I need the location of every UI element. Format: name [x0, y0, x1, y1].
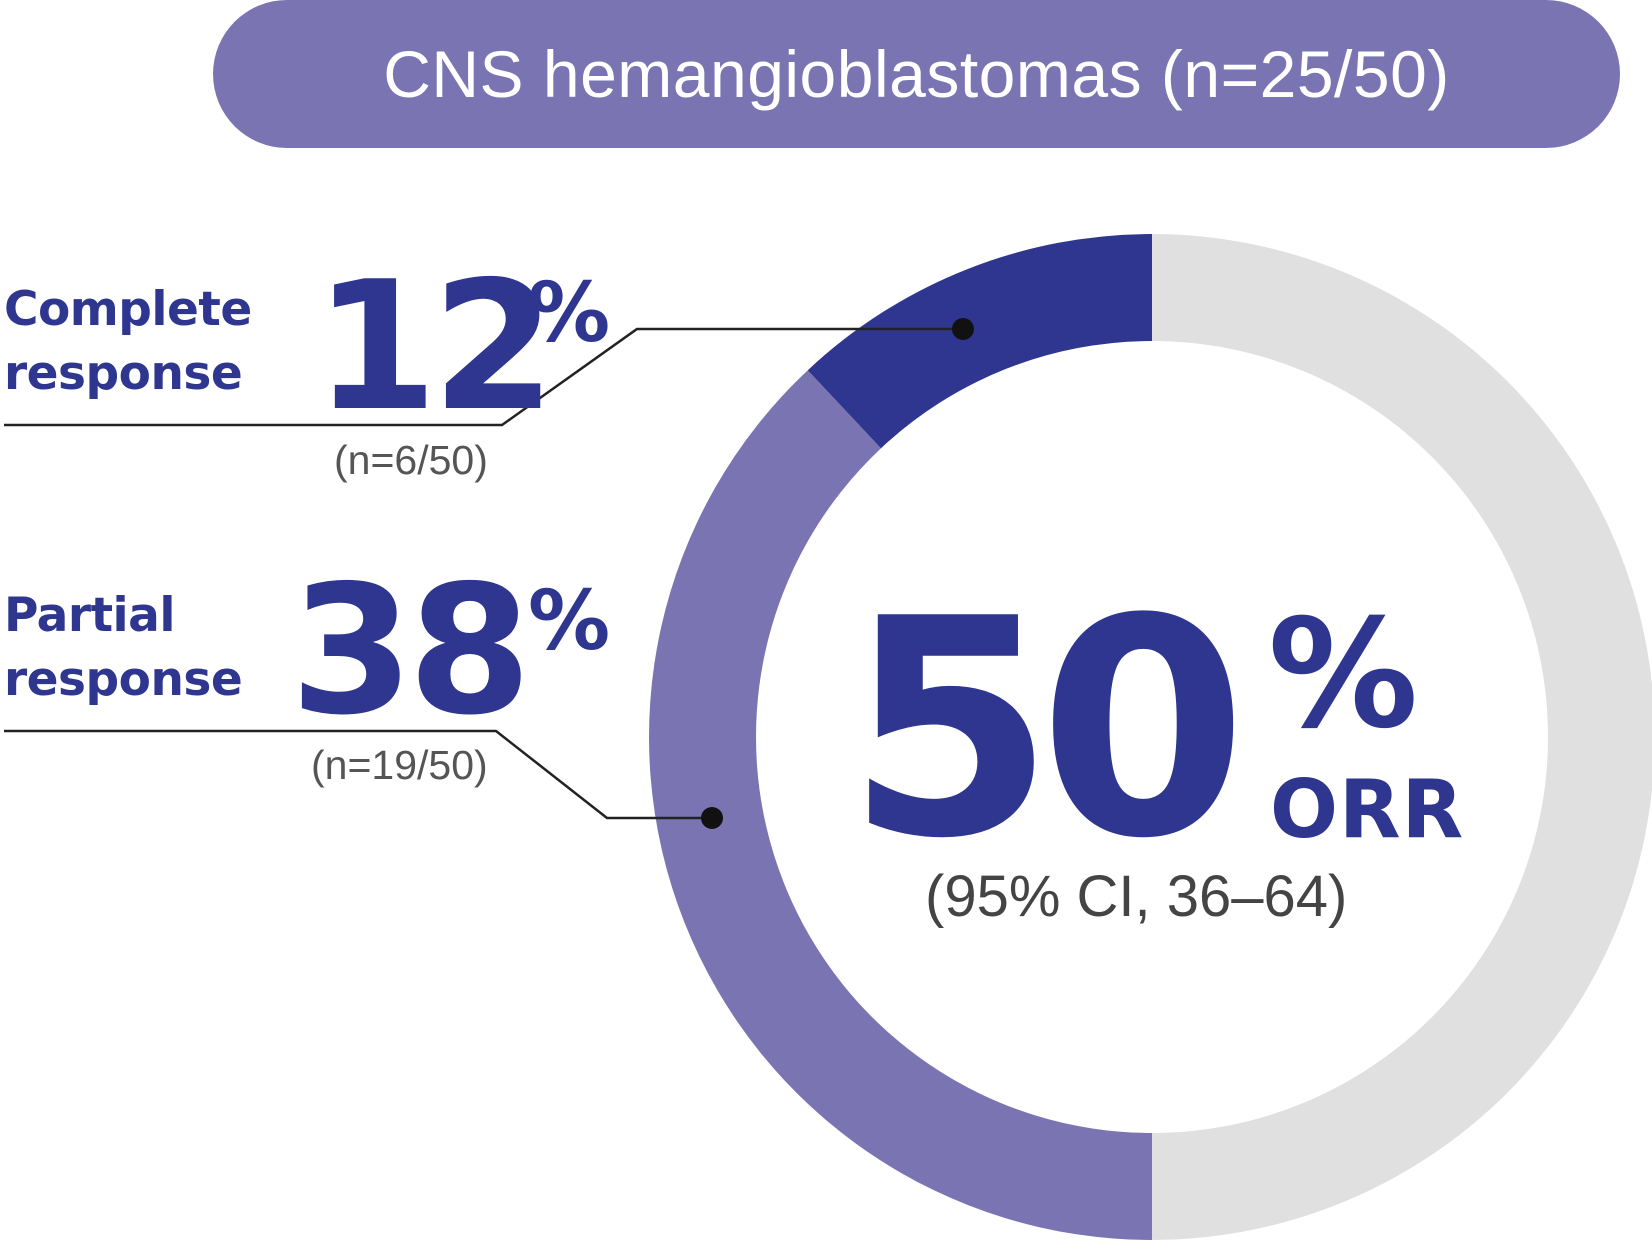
complete-leader-line: [4, 327, 963, 427]
slice-complete-response: [807, 234, 1152, 449]
complete-percent: 12 %: [314, 258, 610, 436]
partial-label-line1: Partial: [4, 588, 175, 643]
complete-value: 12: [314, 243, 556, 450]
slice-partial-response: [649, 370, 1152, 1240]
partial-label-line2: response: [4, 652, 243, 707]
complete-label-line2: response: [4, 346, 243, 401]
complete-percent-sign: %: [528, 266, 611, 361]
partial-response-label: Partial response: [4, 584, 243, 712]
complete-count: (n=6/50): [334, 437, 488, 483]
partial-percent-sign: %: [528, 574, 611, 669]
complete-leader-dot: [952, 318, 974, 340]
partial-percent: 38 %: [290, 562, 610, 740]
partial-count: (n=19/50): [311, 742, 488, 788]
orr-confidence-interval: (95% CI, 36–64): [925, 864, 1348, 929]
partial-leader-dot: [701, 807, 723, 829]
title-banner: CNS hemangioblastomas (n=25/50): [213, 0, 1620, 148]
chart-title: CNS hemangioblastomas (n=25/50): [383, 37, 1450, 111]
orr-value: 50: [846, 555, 1248, 904]
complete-label-line1: Complete: [4, 282, 252, 337]
partial-value: 38: [290, 547, 532, 754]
slice-no-response: [1152, 234, 1652, 1240]
orr-label: ORR: [1270, 763, 1465, 856]
partial-leader-line: [4, 729, 712, 820]
complete-response-label: Complete response: [4, 278, 252, 406]
orr-percent-sign: %: [1268, 588, 1419, 762]
